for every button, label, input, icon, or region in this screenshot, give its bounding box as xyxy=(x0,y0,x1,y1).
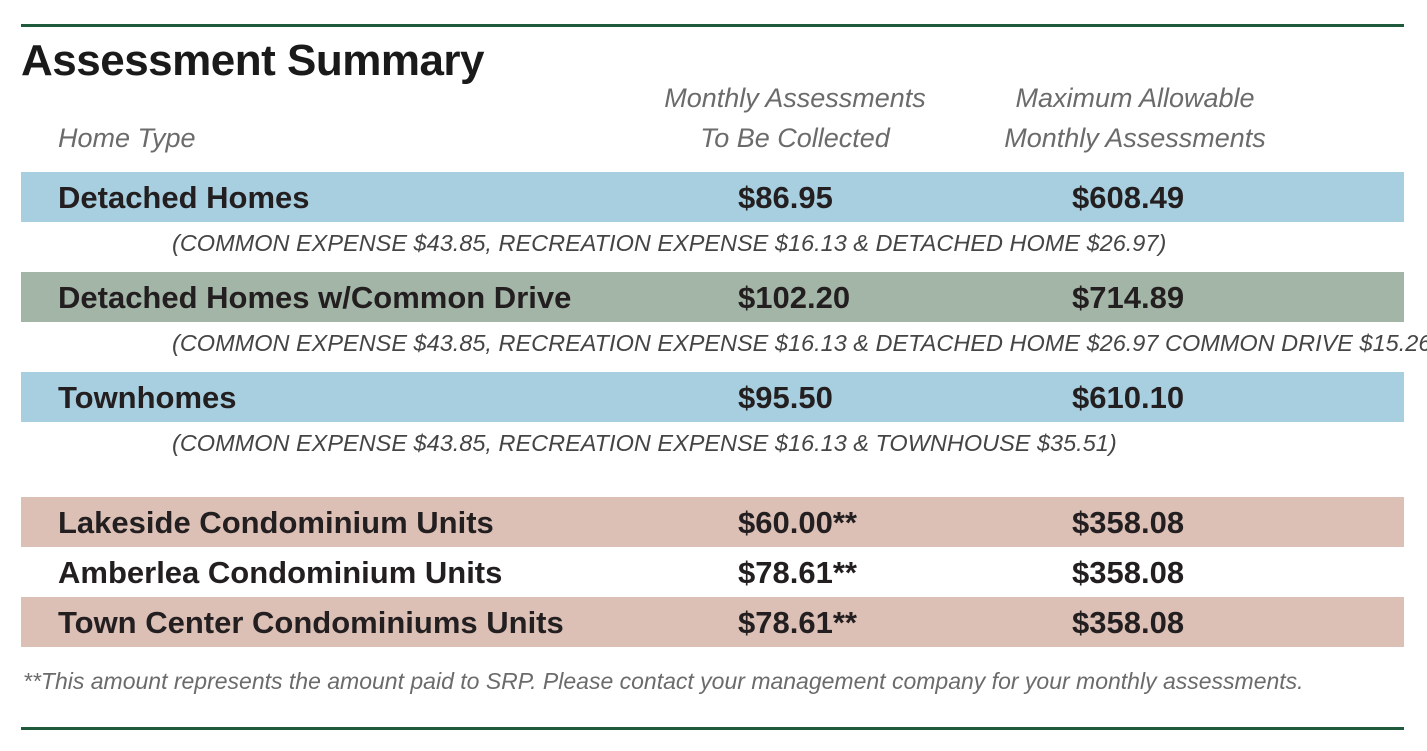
monthly-assessment-value: $60.00** xyxy=(738,505,857,540)
table-row: Townhomes $95.50 $610.10 xyxy=(21,372,1404,422)
table-row: Lakeside Condominium Units $60.00** $358… xyxy=(21,497,1404,547)
table-row: Detached Homes w/Common Drive $102.20 $7… xyxy=(21,272,1404,322)
monthly-assessment-value: $95.50 xyxy=(738,380,833,415)
header-monthly-line2: To Be Collected xyxy=(700,123,890,153)
header-max-line2: Monthly Assessments xyxy=(1004,123,1266,153)
home-type-name: Lakeside Condominium Units xyxy=(58,505,494,540)
maximum-assessment-value: $714.89 xyxy=(1072,280,1185,315)
header-maximum-allowable: Maximum Allowable Monthly Assessments xyxy=(985,78,1285,158)
header-monthly-line1: Monthly Assessments xyxy=(664,83,926,113)
monthly-assessment-value: $78.61** xyxy=(738,605,857,640)
top-rule xyxy=(21,24,1404,27)
footnote: **This amount represents the amount paid… xyxy=(23,668,1304,694)
header-monthly-assessments: Monthly Assessments To Be Collected xyxy=(640,78,950,158)
header-home-type: Home Type xyxy=(58,123,196,153)
table-row: Detached Homes $86.95 $608.49 xyxy=(21,172,1404,222)
home-type-name: Detached Homes w/Common Drive xyxy=(58,280,572,315)
page-title: Assessment Summary xyxy=(21,36,485,85)
monthly-assessment-value: $102.20 xyxy=(738,280,851,315)
row-breakdown-note: (COMMON EXPENSE $43.85, RECREATION EXPEN… xyxy=(172,430,1117,456)
maximum-assessment-value: $608.49 xyxy=(1072,180,1185,215)
home-type-name: Town Center Condominiums Units xyxy=(58,605,564,640)
bottom-rule xyxy=(21,727,1404,730)
maximum-assessment-value: $610.10 xyxy=(1072,380,1185,415)
monthly-assessment-value: $78.61** xyxy=(738,555,857,590)
home-type-name: Townhomes xyxy=(58,380,237,415)
row-breakdown-note: (COMMON EXPENSE $43.85, RECREATION EXPEN… xyxy=(172,330,1427,356)
monthly-assessment-value: $86.95 xyxy=(738,180,833,215)
home-type-name: Detached Homes xyxy=(58,180,310,215)
maximum-assessment-value: $358.08 xyxy=(1072,605,1185,640)
maximum-assessment-value: $358.08 xyxy=(1072,505,1185,540)
home-type-name: Amberlea Condominium Units xyxy=(58,555,503,590)
row-breakdown-note: (COMMON EXPENSE $43.85, RECREATION EXPEN… xyxy=(172,230,1167,256)
table-row: Town Center Condominiums Units $78.61** … xyxy=(21,597,1404,647)
table-row: Amberlea Condominium Units $78.61** $358… xyxy=(21,547,1404,597)
header-max-line1: Maximum Allowable xyxy=(1015,83,1255,113)
maximum-assessment-value: $358.08 xyxy=(1072,555,1185,590)
